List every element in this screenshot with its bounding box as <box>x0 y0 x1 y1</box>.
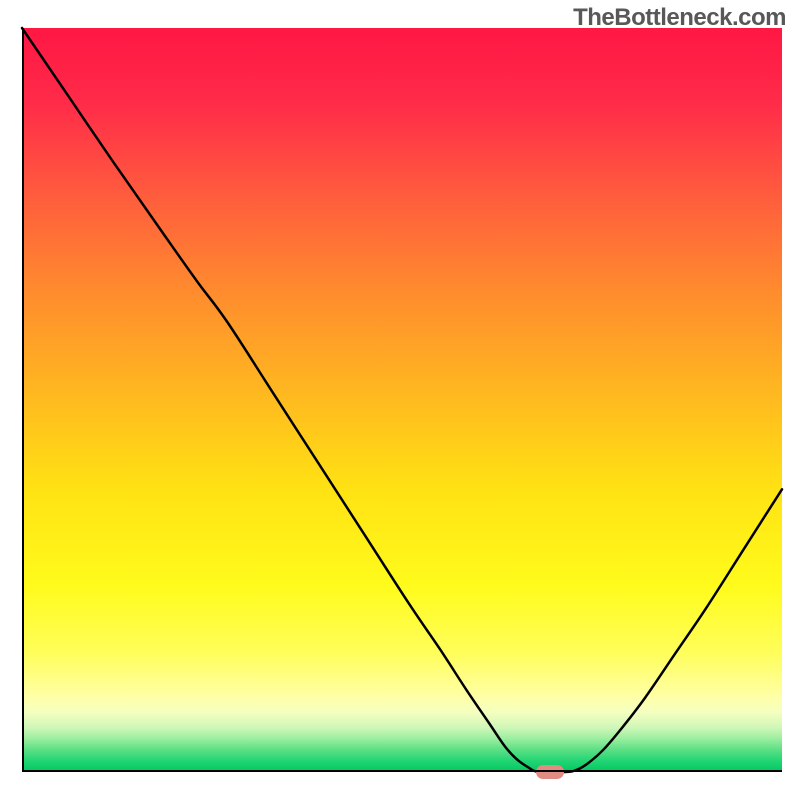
chart-background <box>22 28 782 772</box>
chart-container: TheBottleneck.com <box>0 0 800 800</box>
chart-svg <box>22 28 782 772</box>
x-axis <box>22 770 782 772</box>
watermark-text: TheBottleneck.com <box>573 4 786 32</box>
valley-marker <box>536 765 564 779</box>
y-axis <box>22 28 24 772</box>
plot-area <box>22 28 782 772</box>
